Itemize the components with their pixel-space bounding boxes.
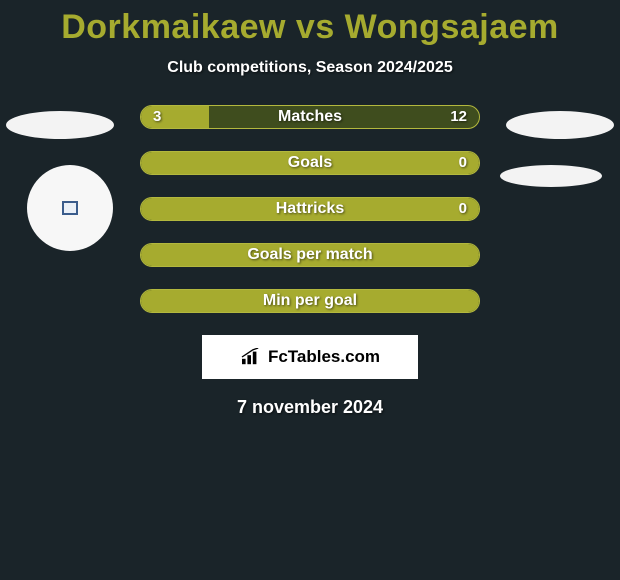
stat-bar-row: Min per goal <box>140 289 480 313</box>
stat-bar-row: Goals0 <box>140 151 480 175</box>
avatar-placeholder-icon <box>62 201 78 215</box>
bar-label: Min per goal <box>141 290 479 312</box>
stat-bar-row: Hattricks0 <box>140 197 480 221</box>
bar-value-left: 3 <box>153 106 161 128</box>
stat-bar-row: Goals per match <box>140 243 480 267</box>
bar-value-right: 0 <box>459 152 467 174</box>
subtitle: Club competitions, Season 2024/2025 <box>0 59 620 77</box>
comparison-card: Dorkmaikaew vs Wongsajaem Club competiti… <box>0 0 620 418</box>
player-oval-right-2 <box>500 165 602 187</box>
bar-label: Hattricks <box>141 198 479 220</box>
bar-label: Matches <box>141 106 479 128</box>
player-oval-right <box>506 111 614 139</box>
stat-bars: Matches312Goals0Hattricks0Goals per matc… <box>140 105 480 313</box>
content-area: Matches312Goals0Hattricks0Goals per matc… <box>0 105 620 418</box>
stat-bar-row: Matches3 12 <box>140 105 480 129</box>
date-label: 7 november 2024 <box>0 397 620 418</box>
chart-icon <box>240 348 262 366</box>
player-avatar-left <box>27 165 113 251</box>
page-title: Dorkmaikaew vs Wongsajaem <box>0 8 620 47</box>
brand-text: FcTables.com <box>268 347 380 367</box>
bar-value-right: 12 <box>450 106 467 128</box>
bar-label: Goals per match <box>141 244 479 266</box>
bar-value-right: 0 <box>459 198 467 220</box>
bar-label: Goals <box>141 152 479 174</box>
brand-box: FcTables.com <box>202 335 418 379</box>
player-oval-left <box>6 111 114 139</box>
